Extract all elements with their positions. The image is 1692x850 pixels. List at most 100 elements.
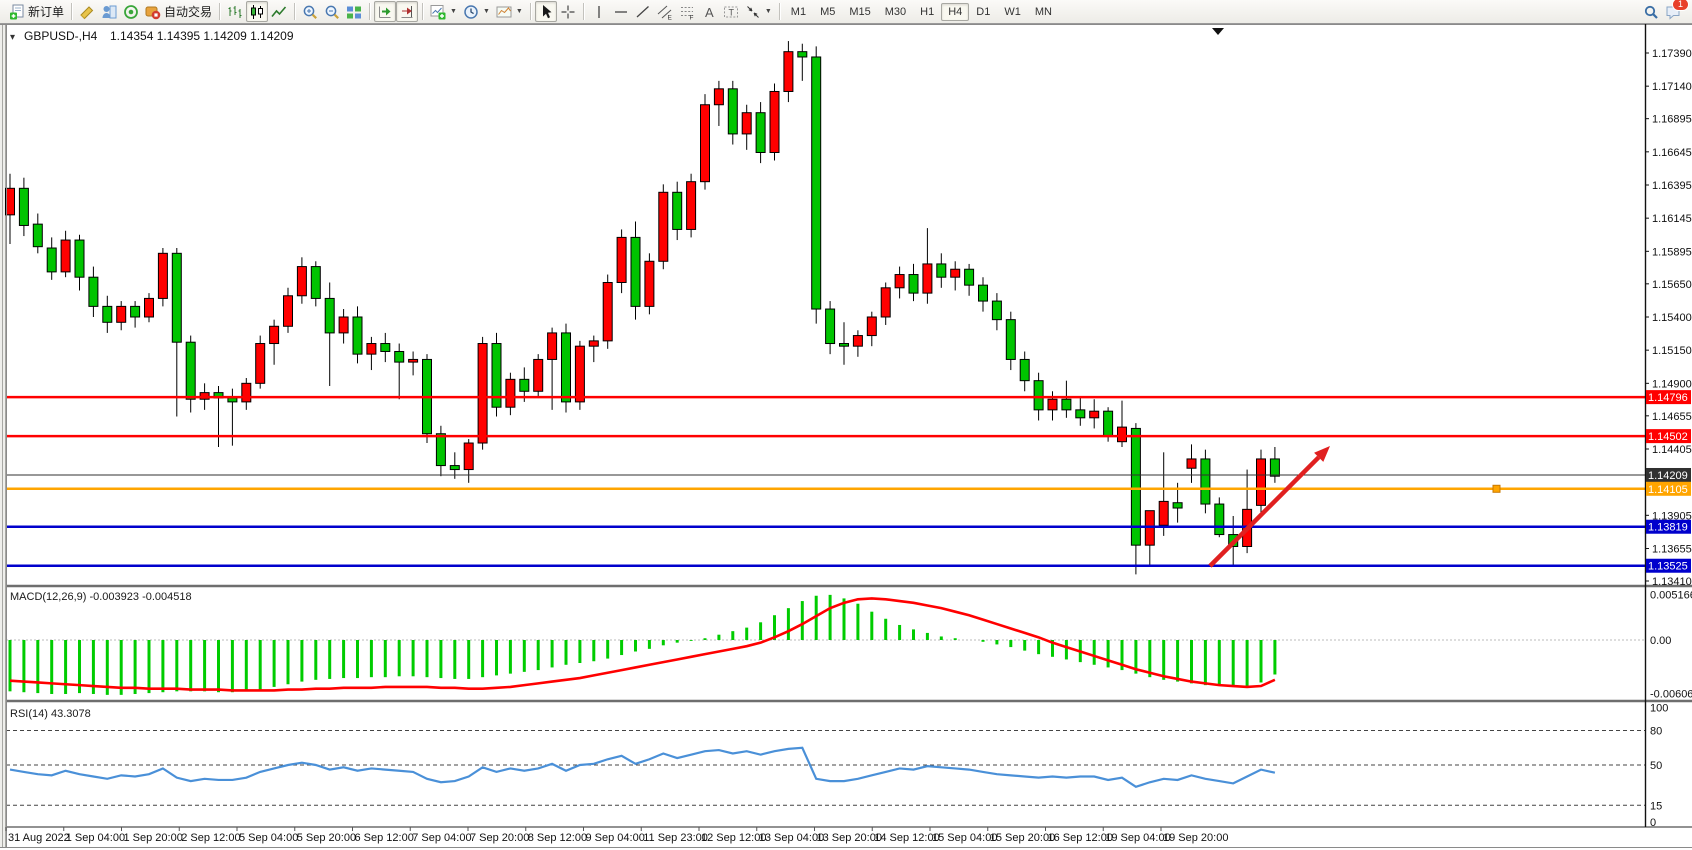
notifications-button[interactable]: 1 [1662,0,1689,22]
price-axis[interactable]: 1.17390 1.17140 1.16895 1.16645 1.16395 1.161… [1645,48,1692,588]
timeframe-m1[interactable]: M1 [790,5,807,18]
search-button[interactable] [1640,1,1662,22]
date-tick-label: 11 Sep 23:00 [643,832,708,844]
fibonacci-button[interactable]: F [676,1,698,22]
chart-shift-button[interactable] [396,1,419,22]
candle [922,263,933,294]
chart-title-ohlc: 1.14354 1.14395 1.14209 1.14209 [110,29,294,43]
chevron-down-icon[interactable]: ▼ [450,8,457,15]
trendline-button[interactable] [632,1,654,22]
template-icon [496,6,512,17]
candle [1061,398,1072,411]
chart-title-collapse-icon[interactable]: ▾ [10,32,15,43]
candle [644,260,655,307]
price-tick-label: 1.16145 [1652,213,1692,225]
candle [1089,410,1100,419]
text-button[interactable]: A [698,1,720,22]
price-tick-label: 1.15650 [1652,279,1692,291]
crosshair-button[interactable] [557,1,579,22]
candle [1158,500,1169,526]
svg-text:F: F [689,14,693,20]
clock-icon [464,4,478,19]
trend-arrow[interactable] [1208,446,1330,568]
candle [936,263,947,278]
candle [769,90,780,153]
templates-button[interactable]: ▼ [493,1,526,22]
candle [185,341,196,400]
panel-borders [0,24,1692,848]
timeframe-w1[interactable]: W1 [1004,5,1021,18]
indicator-add-icon [430,4,446,19]
toolbar-separator [422,3,424,20]
candle [102,305,113,323]
svg-text:100: 100 [1650,703,1668,715]
zoom-out-icon [325,5,340,19]
price-tick-label: 1.15895 [1652,246,1692,258]
marker-down-icon[interactable] [1212,28,1224,35]
toolbar-separator [582,3,584,20]
periods-button[interactable]: ▼ [460,1,493,22]
brush-icon [80,5,94,19]
chevron-down-icon[interactable]: ▼ [764,8,772,15]
candle [533,358,544,392]
candle [88,276,99,307]
macd-signal-line [9,597,1276,692]
arrows-button[interactable]: ▼ [742,1,775,22]
candlestick-button[interactable] [246,1,269,22]
candle [894,274,905,289]
price-level-badge-text: 1.13525 [1648,561,1688,573]
auto-scroll-button[interactable] [374,1,397,22]
new-order-button[interactable]: 新订单 [6,1,67,22]
signal-button[interactable] [120,1,142,22]
candle [519,378,530,392]
timeframe-m30[interactable]: M30 [884,5,907,18]
toolbar-separator [219,3,221,20]
line-drag-handle[interactable] [1492,484,1501,493]
candle [255,343,266,384]
timeframe-m15[interactable]: M15 [849,5,871,18]
timeframe-d1[interactable]: D1 [976,5,991,18]
price-level-badge [1646,481,1691,496]
bar-chart-button[interactable] [224,1,246,22]
candle [839,343,849,347]
text-label-button[interactable]: T [720,1,742,22]
toolbar-separator [778,3,780,20]
brush-button[interactable] [76,1,98,22]
timeframe-m5[interactable]: M5 [820,5,836,18]
candle [880,287,891,318]
profile-chart-button[interactable] [98,1,120,22]
candle [672,191,683,230]
candle [130,305,141,318]
toolbar-group [374,0,419,24]
zoom-in-button[interactable] [299,1,321,22]
date-tick-label: 19 Sep 20:00 [1163,832,1228,844]
autotrading-icon [145,6,161,19]
crosshair-icon [561,5,575,18]
timeframe-h4[interactable]: H4 [941,2,970,21]
horizontal-line-button[interactable] [610,1,632,22]
price-tick-label: 1.16395 [1652,180,1692,192]
candle [5,187,15,216]
toolbar-group: 自动交易 [76,0,215,24]
price-level-badge [1646,558,1691,573]
zoom-out-button[interactable] [321,1,343,22]
svg-text:15: 15 [1650,800,1662,812]
chevron-down-icon[interactable]: ▼ [482,8,490,15]
rsi-line [9,746,1276,789]
timeframe-h1[interactable]: H1 [920,5,935,18]
timeframe-mn[interactable]: MN [1034,5,1052,18]
vertical-line-button[interactable] [588,1,610,22]
candle [269,325,280,345]
line-chart-button[interactable] [268,1,290,22]
tile-windows-button[interactable] [343,1,365,22]
date-tick-label: 5 Sep 04:00 [239,832,298,844]
autotrading-button[interactable]: 自动交易 [142,1,215,22]
candle [18,187,29,226]
indicators-list-button[interactable]: ▼ [427,1,460,22]
cursor-button[interactable] [534,1,557,22]
channel-icon: E [657,5,672,20]
equidistant-channel-button[interactable]: E [654,1,676,22]
chevron-down-icon[interactable]: ▼ [515,8,523,15]
